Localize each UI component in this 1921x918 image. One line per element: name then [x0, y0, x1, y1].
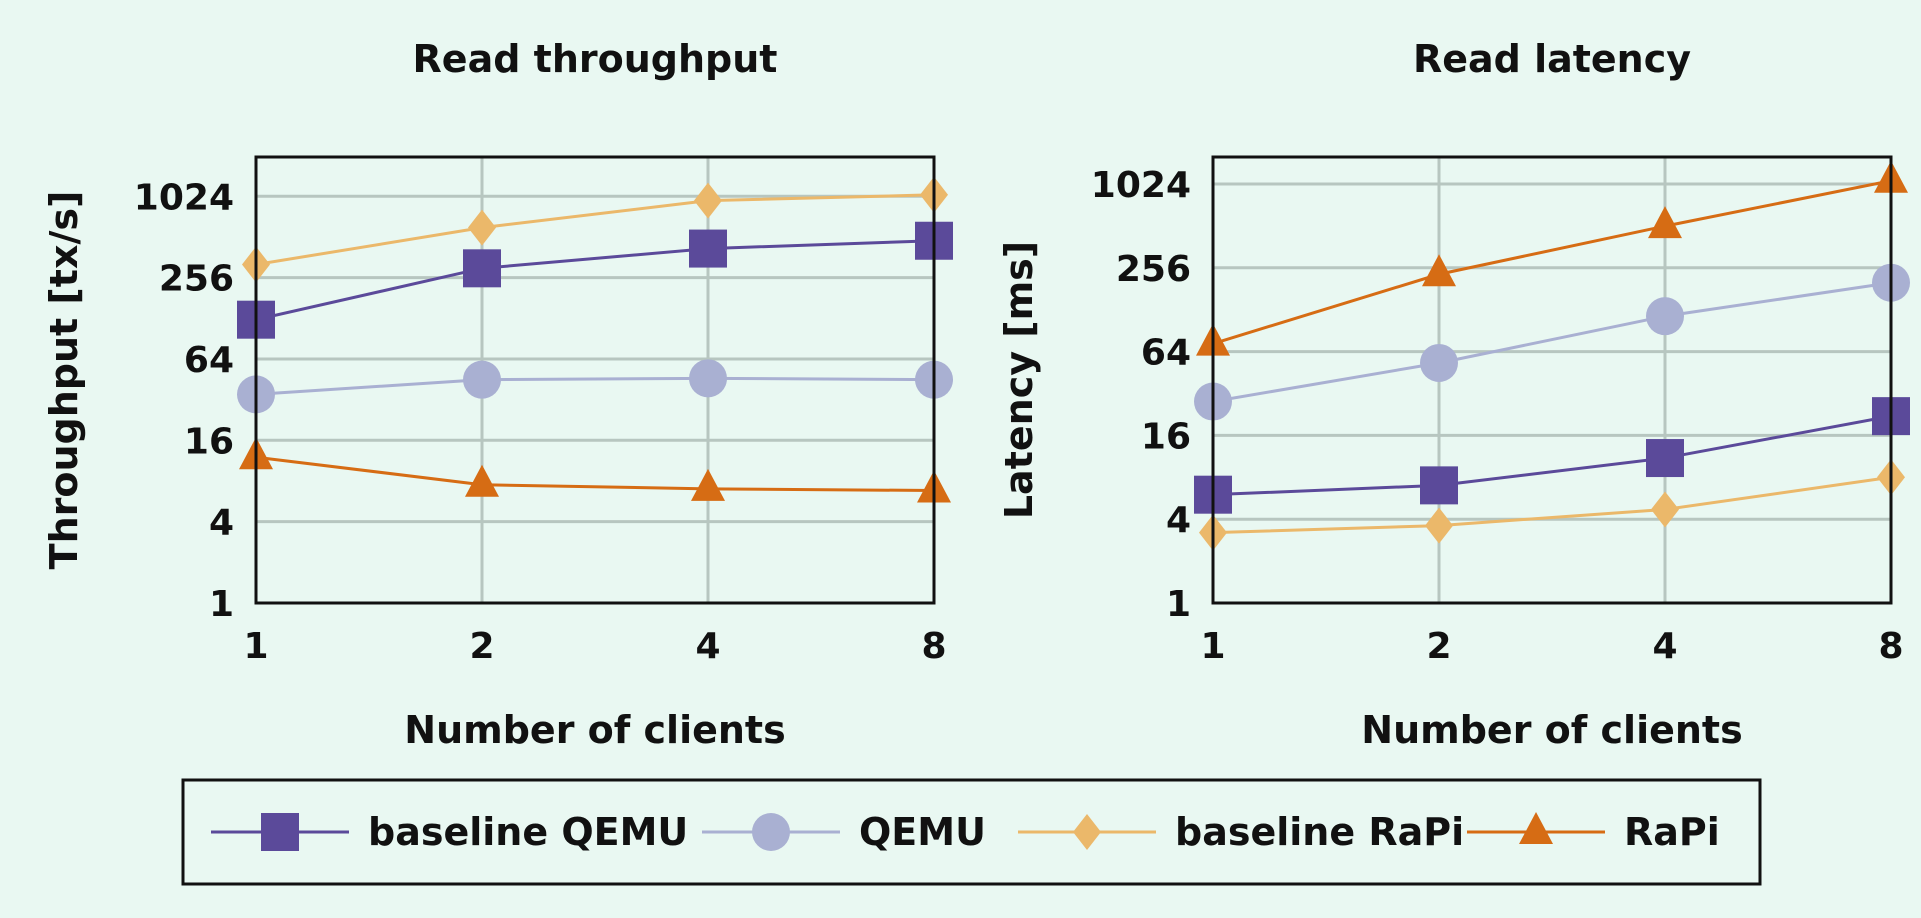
data-point: [694, 182, 722, 219]
y-tick-labels: 1 4 16 64 256 1024: [1091, 165, 1191, 625]
y-tick-label: 64: [184, 340, 234, 381]
legend-items: baseline QEMU QEMU baseline RaPi RaPi: [211, 810, 1720, 854]
data-point: [465, 464, 499, 497]
data-point: [1420, 466, 1458, 505]
x-axis-label: Number of clients: [1361, 708, 1742, 752]
y-tick-label: 256: [159, 259, 234, 300]
x-tick-label: 2: [469, 626, 494, 667]
legend-label: RaPi: [1624, 810, 1720, 854]
y-tick-label: 1024: [1091, 165, 1191, 206]
plot-frame: [1211, 155, 1893, 605]
plot-frame: [254, 155, 936, 605]
marker-group: [237, 176, 953, 503]
x-axis-label: Number of clients: [404, 708, 785, 752]
data-point: [1648, 206, 1682, 239]
data-point: [1646, 297, 1684, 336]
series-group: [256, 193, 934, 493]
chart-title: Read throughput: [413, 37, 778, 81]
x-tick-label: 1: [1200, 626, 1225, 667]
x-tick-label: 4: [1652, 626, 1677, 667]
y-tick-label: 4: [209, 503, 234, 544]
legend-marker: [1519, 812, 1553, 844]
data-point: [691, 468, 725, 501]
y-tick-label: 1: [1166, 584, 1191, 625]
legend-box: [181, 778, 1762, 886]
data-point: [1422, 254, 1456, 287]
legend-label: baseline QEMU: [368, 810, 688, 854]
y-tick-label: 1024: [134, 177, 234, 218]
series-line: [256, 455, 934, 493]
x-tick-label: 8: [921, 626, 946, 667]
series-line: [256, 376, 934, 396]
y-axis-label: Latency [ms]: [997, 241, 1041, 519]
x-tick-label: 1: [243, 626, 268, 667]
series-line: [256, 193, 934, 267]
chart-read-latency: Read latency 1 4 16 64 256 1024 1 2 4 8 Number o…: [997, 37, 1910, 752]
y-tick-label: 16: [184, 421, 234, 462]
x-tick-labels: 1 2 4 8: [1200, 626, 1903, 667]
legend: baseline QEMU QEMU baseline RaPi RaPi: [181, 778, 1762, 886]
x-tick-label: 2: [1426, 626, 1451, 667]
series-line: [1213, 475, 1891, 535]
legend-marker: [1073, 814, 1101, 850]
data-point: [689, 359, 727, 398]
x-tick-label: 4: [695, 626, 720, 667]
legend-marker: [752, 813, 790, 851]
legend-label: baseline RaPi: [1175, 810, 1464, 854]
y-axis-label: Throughput [tx/s]: [42, 191, 86, 570]
x-tick-label: 8: [1878, 626, 1903, 667]
data-point: [463, 249, 501, 288]
data-point: [1425, 507, 1453, 544]
data-point: [689, 229, 727, 268]
series-line: [1213, 179, 1891, 346]
series-line: [1213, 414, 1891, 497]
x-tick-labels: 1 2 4 8: [243, 626, 946, 667]
y-tick-label: 64: [1141, 333, 1191, 374]
y-tick-label: 4: [1166, 500, 1191, 541]
series-group: [1213, 179, 1891, 535]
data-point: [1646, 439, 1684, 478]
chart-read-throughput: Read throughput 1 4 16 64 256 1024 1 2 4 8 Numbe…: [42, 37, 953, 752]
legend-marker: [261, 813, 299, 851]
data-point: [1651, 491, 1679, 528]
grid: [1211, 157, 1893, 605]
data-point: [463, 360, 501, 399]
series-line: [1213, 281, 1891, 404]
chart-title: Read latency: [1413, 37, 1691, 81]
series-line: [256, 239, 934, 322]
legend-label: QEMU: [859, 810, 986, 854]
y-tick-label: 16: [1141, 416, 1191, 457]
y-tick-label: 1: [209, 584, 234, 625]
data-point: [468, 209, 496, 246]
data-point: [1420, 343, 1458, 382]
y-tick-labels: 1 4 16 64 256 1024: [134, 177, 234, 625]
y-tick-label: 256: [1116, 249, 1191, 290]
